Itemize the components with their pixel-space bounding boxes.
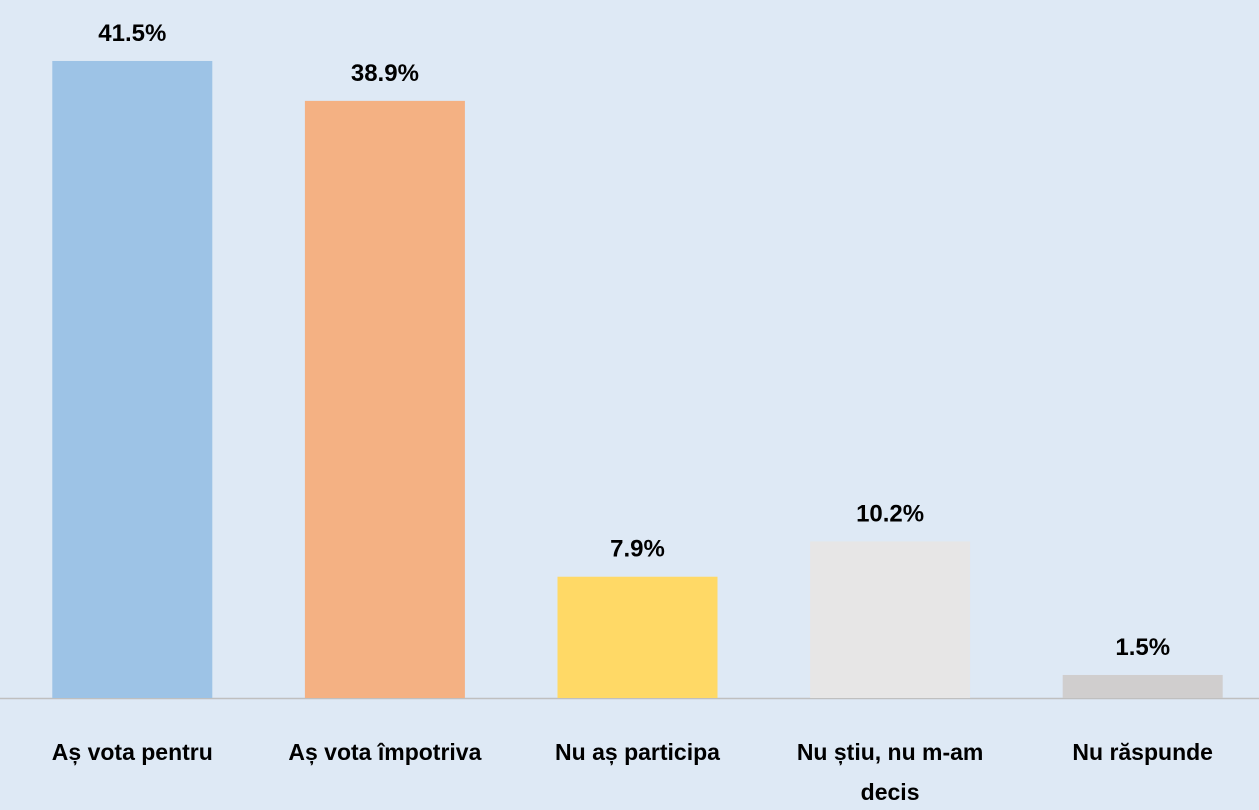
value-label: 10.2% bbox=[856, 500, 924, 527]
bar bbox=[1062, 674, 1223, 698]
value-label: 41.5% bbox=[98, 20, 166, 47]
category-label: Nu aș participa bbox=[555, 739, 720, 765]
value-label: 38.9% bbox=[351, 60, 419, 87]
category-label: Aș vota pentru bbox=[51, 739, 213, 765]
category-label: Nu răspunde bbox=[1072, 739, 1213, 765]
value-label: 7.9% bbox=[610, 536, 665, 563]
bar bbox=[52, 60, 213, 699]
category-label: Aș vota împotriva bbox=[288, 739, 482, 765]
value-label: 1.5% bbox=[1115, 634, 1170, 661]
bar bbox=[557, 576, 718, 698]
bar bbox=[810, 541, 971, 698]
bar bbox=[304, 100, 465, 698]
category-label: Nu știu, nu m-am decis bbox=[796, 739, 984, 805]
